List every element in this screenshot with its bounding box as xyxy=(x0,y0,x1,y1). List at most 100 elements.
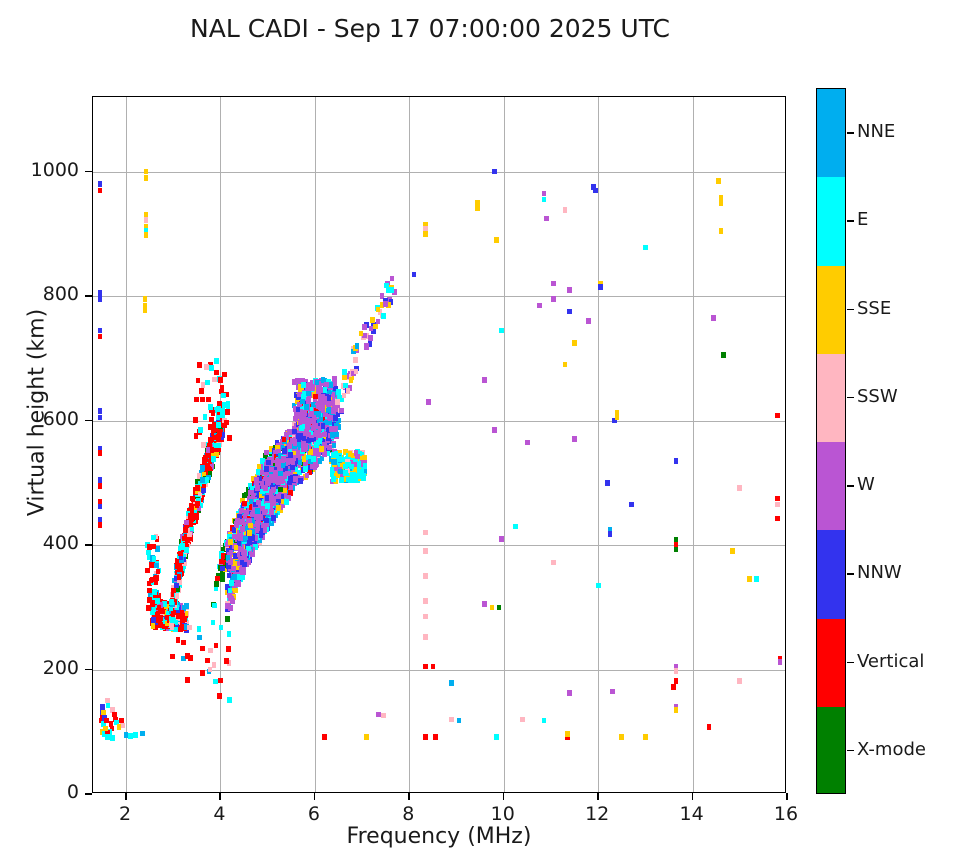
scatter-point xyxy=(259,469,265,476)
scatter-point xyxy=(208,463,214,470)
scatter-point xyxy=(373,323,378,330)
scatter-point xyxy=(292,432,297,438)
scatter-point xyxy=(221,559,227,566)
scatter-point xyxy=(109,725,115,732)
scatter-point xyxy=(155,568,161,575)
scatter-point xyxy=(245,545,251,552)
scatter-point xyxy=(591,184,596,191)
scatter-point xyxy=(282,466,288,473)
scatter-point xyxy=(283,480,289,486)
scatter-point xyxy=(284,431,290,438)
scatter-point xyxy=(193,432,199,439)
colorbar-segment-ssw xyxy=(817,353,845,442)
scatter-point xyxy=(150,614,156,621)
scatter-point xyxy=(230,590,235,597)
scatter-point xyxy=(326,414,332,420)
scatter-point xyxy=(192,417,198,423)
scatter-point xyxy=(253,535,258,541)
scatter-point xyxy=(333,451,339,457)
scatter-point xyxy=(211,422,217,428)
scatter-point xyxy=(541,190,547,197)
colorbar-label-nnw: NNW xyxy=(857,562,902,584)
scatter-point xyxy=(313,410,319,417)
scatter-point xyxy=(235,574,241,580)
scatter-point xyxy=(315,457,320,464)
scatter-point xyxy=(169,599,174,605)
scatter-point xyxy=(298,384,304,391)
scatter-point xyxy=(211,442,217,449)
scatter-point xyxy=(305,390,311,397)
scatter-point xyxy=(335,472,341,479)
scatter-point xyxy=(300,412,305,419)
scatter-point xyxy=(183,540,188,547)
scatter-point xyxy=(250,529,256,535)
scatter-point xyxy=(230,565,236,572)
scatter-point xyxy=(609,688,615,695)
scatter-point xyxy=(290,459,296,466)
scatter-point xyxy=(449,716,455,723)
scatter-point xyxy=(562,207,568,214)
scatter-point xyxy=(326,395,331,402)
scatter-point xyxy=(220,407,226,414)
scatter-point xyxy=(334,431,340,438)
x-tick-label: 8 xyxy=(402,803,415,825)
scatter-point xyxy=(173,575,179,582)
scatter-point xyxy=(239,507,245,514)
scatter-point xyxy=(179,543,185,550)
scatter-point xyxy=(235,534,240,541)
scatter-point xyxy=(312,396,318,403)
scatter-point xyxy=(322,377,327,384)
scatter-point xyxy=(350,370,356,377)
scatter-point xyxy=(362,468,368,475)
scatter-point xyxy=(292,378,298,385)
scatter-point xyxy=(264,517,269,524)
scatter-point xyxy=(156,604,162,611)
scatter-point xyxy=(202,414,208,420)
scatter-point xyxy=(250,550,256,557)
scatter-point xyxy=(350,457,356,464)
scatter-point xyxy=(213,451,219,457)
scatter-point xyxy=(567,287,573,293)
scatter-point xyxy=(361,332,367,339)
scatter-point xyxy=(152,589,158,595)
scatter-point xyxy=(97,503,103,510)
scatter-point xyxy=(108,721,114,728)
scatter-point xyxy=(240,497,245,504)
scatter-point xyxy=(309,385,315,391)
scatter-point xyxy=(612,417,618,424)
scatter-point xyxy=(287,429,292,435)
y-tick xyxy=(85,544,92,546)
scatter-point xyxy=(153,579,159,586)
scatter-point xyxy=(196,473,202,479)
y-tick xyxy=(85,793,92,795)
scatter-point xyxy=(550,296,556,303)
scatter-point xyxy=(281,444,287,451)
scatter-point xyxy=(356,469,362,476)
scatter-point xyxy=(266,459,272,466)
colorbar-segment-e xyxy=(817,177,845,266)
scatter-point xyxy=(572,340,577,346)
scatter-point xyxy=(255,508,260,514)
scatter-point xyxy=(275,488,281,495)
scatter-point xyxy=(142,296,148,303)
scatter-point xyxy=(183,527,189,533)
scatter-point xyxy=(255,521,261,527)
scatter-point xyxy=(385,287,391,293)
scatter-point xyxy=(282,448,288,454)
scatter-point xyxy=(327,444,333,451)
scatter-point xyxy=(186,624,192,631)
scatter-point xyxy=(201,459,207,465)
scatter-point xyxy=(321,431,327,438)
scatter-point xyxy=(206,466,212,473)
scatter-point xyxy=(248,489,254,496)
scatter-point xyxy=(149,562,154,568)
scatter-point xyxy=(364,343,369,349)
gridline-horizontal xyxy=(93,545,785,547)
scatter-point xyxy=(308,449,313,455)
scatter-point xyxy=(225,555,231,561)
scatter-point xyxy=(341,457,347,463)
scatter-point xyxy=(142,307,148,314)
scatter-point xyxy=(381,313,386,319)
scatter-point xyxy=(367,341,373,347)
scatter-point xyxy=(212,376,218,383)
